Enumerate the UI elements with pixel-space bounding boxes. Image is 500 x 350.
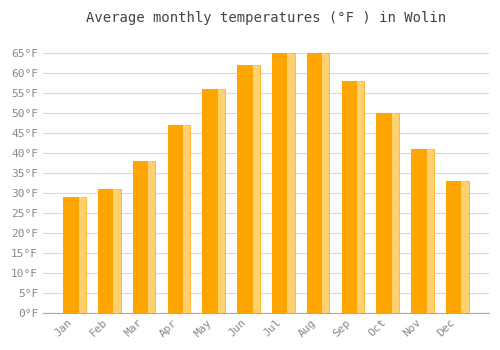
Bar (376, 113, 399, 313)
Title: Average monthly temperatures (°F ) in Wolin: Average monthly temperatures (°F ) in Wo… (86, 11, 446, 25)
Bar (133, 161, 148, 313)
Bar (148, 161, 152, 313)
Bar (322, 53, 326, 313)
Bar (307, 53, 330, 313)
Bar (63, 197, 79, 313)
Bar (376, 113, 392, 313)
Bar (392, 113, 396, 313)
Bar (462, 181, 466, 313)
Bar (63, 197, 86, 313)
Bar (411, 149, 427, 313)
Bar (78, 197, 82, 313)
Bar (357, 81, 361, 313)
Bar (272, 53, 288, 313)
Bar (202, 89, 218, 313)
Bar (98, 189, 114, 313)
Bar (168, 125, 184, 313)
Bar (446, 181, 468, 313)
Bar (342, 81, 357, 313)
Bar (426, 149, 430, 313)
Bar (98, 189, 120, 313)
Bar (183, 125, 187, 313)
Bar (237, 65, 253, 313)
Bar (114, 189, 117, 313)
Bar (272, 53, 294, 313)
Bar (218, 89, 222, 313)
Bar (168, 125, 190, 313)
Bar (237, 65, 260, 313)
Bar (307, 53, 322, 313)
Bar (202, 89, 225, 313)
Bar (288, 53, 292, 313)
Bar (446, 181, 462, 313)
Bar (133, 161, 156, 313)
Bar (342, 81, 364, 313)
Bar (252, 65, 256, 313)
Bar (411, 149, 434, 313)
